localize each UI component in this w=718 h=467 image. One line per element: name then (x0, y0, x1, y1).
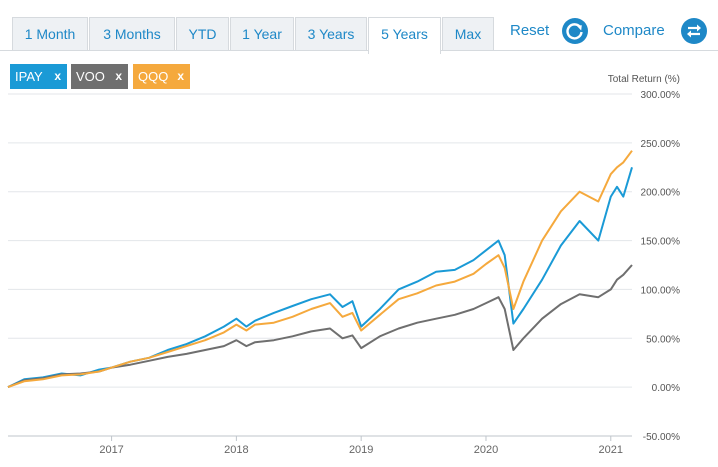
tab-1-year[interactable]: 1 Year (230, 17, 294, 50)
tab-divider (0, 50, 718, 51)
tab-3-months[interactable]: 3 Months (89, 17, 175, 50)
y-tick-label: 300.00% (641, 90, 681, 101)
chip-qqq-remove-button[interactable]: x (177, 69, 184, 83)
tab-5-years[interactable]: 5 Years (368, 17, 441, 54)
tab-max[interactable]: Max (442, 17, 494, 50)
y-tick-label: 150.00% (641, 237, 681, 248)
series-line-voo[interactable] (7, 264, 633, 389)
y-tick-label: -50.00% (643, 432, 680, 443)
y-tick-label: 100.00% (641, 285, 681, 296)
x-tick-label: 2021 (599, 444, 623, 456)
y-tick-label: 0.00% (652, 383, 680, 394)
tab-3-years[interactable]: 3 Years (295, 17, 367, 50)
x-tick-label: 2018 (224, 444, 248, 456)
chip-voo: VOO x (71, 64, 128, 89)
reset-link[interactable]: Reset (510, 22, 550, 39)
chip-qqq-label: QQQ (138, 69, 169, 84)
y-axis-title: Total Return (%) (608, 74, 680, 85)
chip-ipay-remove-button[interactable]: x (54, 69, 61, 83)
y-tick-label: 50.00% (646, 334, 680, 345)
x-tick-label: 2020 (474, 444, 498, 456)
tab-1-month[interactable]: 1 Month (12, 17, 88, 50)
y-tick-label: 200.00% (641, 188, 681, 199)
chip-ipay-label: IPAY (15, 69, 43, 84)
series-line-qqq[interactable] (7, 150, 633, 389)
series-line-ipay[interactable] (7, 167, 633, 389)
total-return-chart[interactable]: Total Return (%) 300.00% 250.00% 200.00% 15… (0, 62, 718, 467)
compare-link[interactable]: Compare (603, 22, 665, 39)
tab-ytd[interactable]: YTD (176, 17, 229, 50)
chip-voo-remove-button[interactable]: x (115, 69, 122, 83)
x-tick-label: 2017 (99, 444, 123, 456)
x-tick-label: 2019 (349, 444, 373, 456)
chip-qqq: QQQ x (133, 64, 190, 89)
chip-ipay: IPAY x (10, 64, 67, 89)
y-tick-label: 250.00% (641, 139, 681, 150)
range-tab-bar: 1 Month 3 Months YTD 1 Year 3 Years 5 Ye… (0, 0, 718, 56)
chip-voo-label: VOO (76, 69, 105, 84)
swap-arrows-icon[interactable] (681, 18, 707, 44)
refresh-icon[interactable] (562, 18, 588, 44)
